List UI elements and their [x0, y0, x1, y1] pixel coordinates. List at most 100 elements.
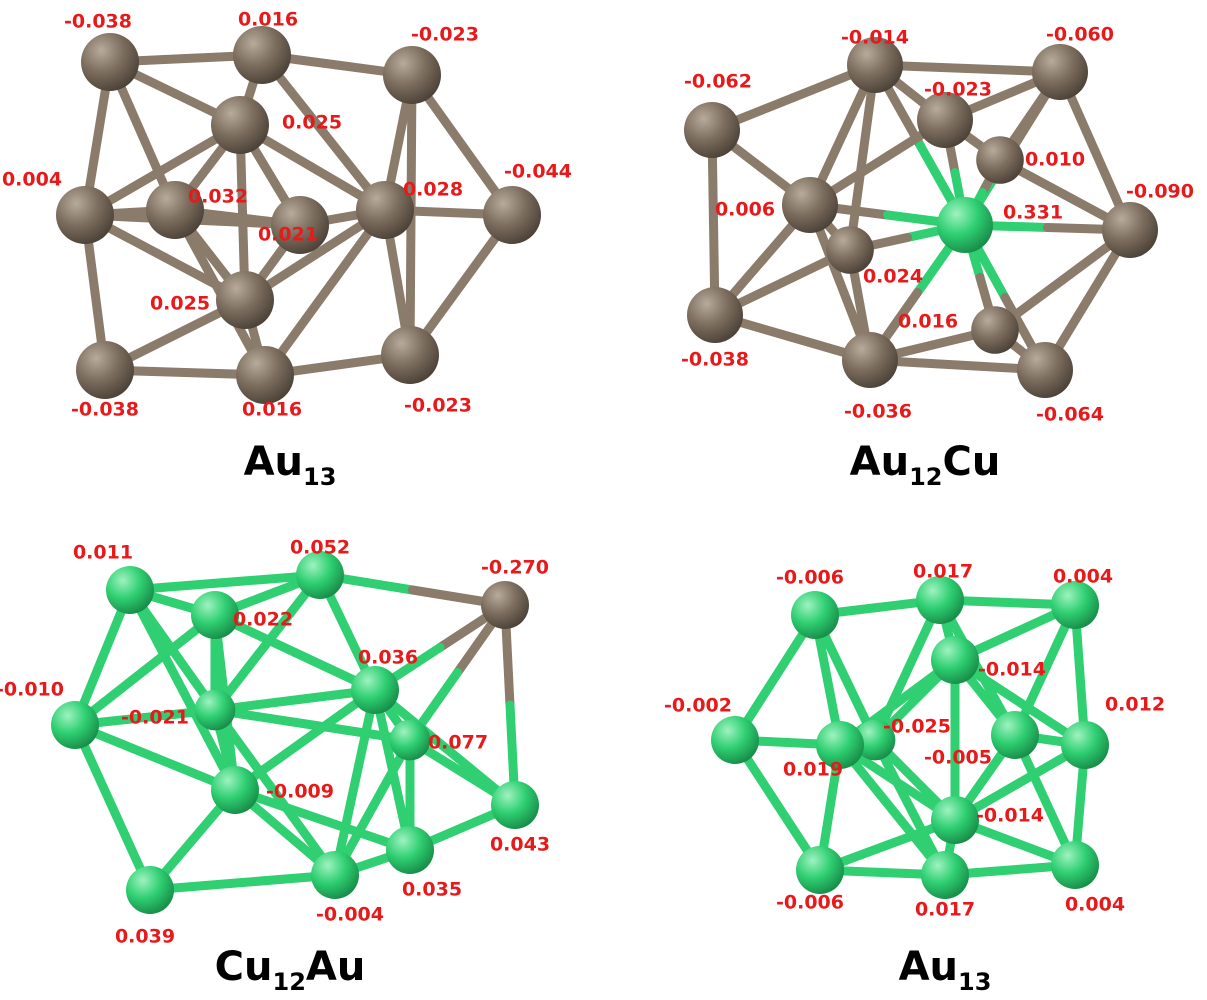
- charge-label: 0.016: [898, 311, 958, 333]
- charge-label: 0.010: [1025, 149, 1085, 171]
- cluster-panel: -0.038 0.016 -0.023 0.025 0.004 0.032 0.028 -0.…: [2, 9, 572, 492]
- charge-label: 0.021: [258, 224, 318, 246]
- atom: [1051, 581, 1099, 629]
- atom: [1017, 342, 1073, 398]
- atom: [76, 341, 134, 399]
- atom: [921, 851, 969, 899]
- atom: [917, 92, 973, 148]
- atom: [483, 186, 541, 244]
- charge-label: 0.004: [1065, 894, 1125, 916]
- cluster-title: Au13: [899, 944, 992, 996]
- charge-label: -0.038: [64, 11, 132, 33]
- atom: [711, 716, 759, 764]
- charge-label: -0.270: [481, 557, 549, 579]
- charge-label: -0.036: [844, 401, 912, 423]
- atom: [296, 551, 344, 599]
- charge-label: 0.025: [150, 293, 210, 315]
- charge-label: 0.019: [783, 759, 843, 781]
- charge-label: -0.009: [266, 781, 334, 803]
- charge-label: -0.025: [883, 716, 951, 738]
- charge-label: -0.021: [121, 707, 189, 729]
- atom: [687, 287, 743, 343]
- charge-label: -0.038: [71, 399, 139, 421]
- atom: [211, 766, 259, 814]
- charge-label: 0.017: [913, 561, 973, 583]
- atom: [826, 226, 874, 274]
- atom: [854, 719, 896, 761]
- atom: [389, 719, 431, 761]
- charge-label: -0.023: [411, 24, 479, 46]
- atom: [191, 591, 239, 639]
- atom: [976, 136, 1024, 184]
- cluster-title: Cu12Au: [215, 944, 366, 996]
- atom: [916, 576, 964, 624]
- atom: [816, 721, 864, 769]
- charge-label: 0.017: [915, 899, 975, 921]
- atom: [842, 332, 898, 388]
- atom: [216, 271, 274, 329]
- charge-label: 0.004: [1053, 566, 1113, 588]
- atom: [351, 666, 399, 714]
- charge-label: -0.090: [1126, 181, 1194, 203]
- atom: [211, 96, 269, 154]
- atom: [51, 701, 99, 749]
- atom: [271, 196, 329, 254]
- charge-label: -0.060: [1046, 24, 1114, 46]
- charge-label: 0.004: [2, 169, 62, 191]
- cluster-panel: -0.006 0.017 0.004 -0.014 -0.002 0.019 -0.025 -…: [664, 561, 1165, 997]
- title-text: Cu: [215, 944, 273, 990]
- charge-label: 0.043: [490, 834, 550, 856]
- atom: [791, 591, 839, 639]
- charge-label: -0.038: [681, 349, 749, 371]
- charge-label: 0.331: [1003, 202, 1063, 224]
- atom: [386, 826, 434, 874]
- atom: [847, 37, 903, 93]
- atom: [56, 186, 114, 244]
- atom: [991, 711, 1039, 759]
- title-subscript: 12: [909, 463, 942, 491]
- atom: [106, 566, 154, 614]
- cluster-panel: -0.014 -0.060 -0.062 -0.023 0.010 0.006 0.331 -…: [681, 24, 1194, 492]
- charge-label: 0.012: [1105, 694, 1165, 716]
- atom: [381, 326, 439, 384]
- atom: [383, 46, 441, 104]
- atom: [491, 781, 539, 829]
- atom: [1061, 721, 1109, 769]
- atom: [1032, 44, 1088, 100]
- charge-label: 0.028: [403, 179, 463, 201]
- atom: [233, 26, 291, 84]
- cluster-title: Au12Cu: [850, 439, 1001, 491]
- charge-label: -0.023: [924, 79, 992, 101]
- atom: [782, 177, 838, 233]
- atom: [194, 689, 236, 731]
- atom: [356, 181, 414, 239]
- charge-label: 0.016: [242, 399, 302, 421]
- charge-label: -0.002: [664, 695, 732, 717]
- atom: [311, 851, 359, 899]
- title-subscript: 12: [273, 968, 306, 996]
- charge-label: -0.014: [978, 659, 1046, 681]
- title-text: Cu: [943, 439, 1001, 485]
- atom: [126, 866, 174, 914]
- atom: [1051, 841, 1099, 889]
- charge-label: -0.014: [841, 27, 909, 49]
- atom: [931, 796, 979, 844]
- atom: [684, 102, 740, 158]
- charge-label: 0.022: [233, 609, 293, 631]
- charge-label: 0.032: [188, 186, 248, 208]
- atom: [971, 306, 1019, 354]
- title-text: Au: [244, 439, 303, 485]
- charge-label: 0.052: [290, 537, 350, 559]
- title-subscript: 13: [958, 968, 991, 996]
- atom: [481, 581, 529, 629]
- atom: [931, 636, 979, 684]
- charge-label: 0.025: [282, 112, 342, 134]
- charge-label: 0.024: [863, 266, 923, 288]
- title-subscript: 13: [303, 463, 336, 491]
- charge-label: -0.006: [776, 892, 844, 914]
- cluster-title: Au13: [244, 439, 337, 491]
- charge-label: -0.005: [924, 747, 992, 769]
- atom: [236, 346, 294, 404]
